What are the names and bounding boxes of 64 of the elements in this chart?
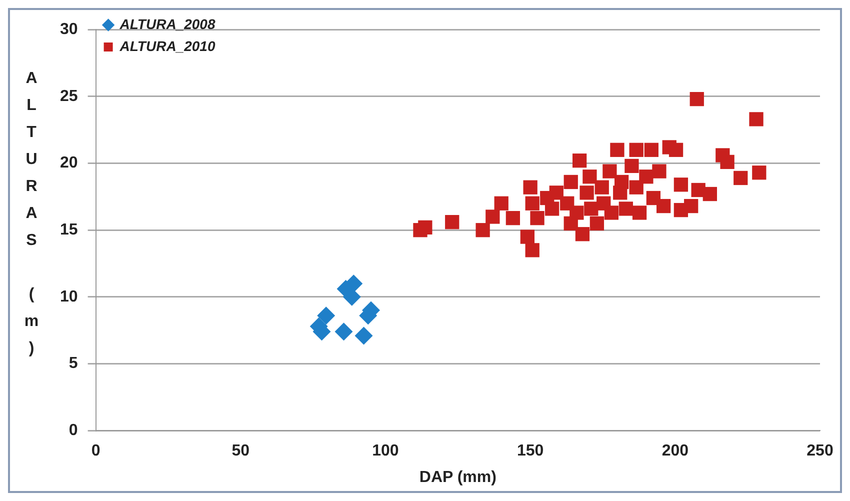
y-axis-title: ALTURAS (m) — [22, 70, 40, 369]
point — [632, 206, 647, 220]
point — [752, 166, 766, 180]
point — [644, 142, 658, 157]
y-tick-label: 0 — [68, 422, 78, 440]
point — [572, 154, 587, 168]
point — [575, 227, 590, 242]
point — [494, 196, 508, 210]
y-tick-label: 10 — [60, 288, 78, 306]
y-tick-label: 30 — [60, 21, 78, 38]
point — [702, 186, 717, 202]
point — [445, 215, 460, 230]
point — [317, 306, 336, 325]
point — [523, 180, 538, 194]
x-tick-label: 250 — [806, 442, 834, 460]
x-tick-label: 100 — [372, 442, 399, 460]
point — [629, 142, 644, 157]
point — [525, 196, 540, 210]
y-tick-label: 25 — [60, 88, 78, 105]
point — [530, 211, 544, 226]
point — [564, 174, 578, 190]
point — [334, 322, 353, 341]
point — [604, 206, 618, 220]
point — [652, 164, 666, 178]
legend-label: ALTURA_2008 — [118, 16, 216, 32]
point — [582, 170, 597, 184]
point — [520, 230, 534, 244]
point — [602, 164, 617, 178]
point — [486, 210, 500, 224]
y-tick-label: 15 — [60, 222, 78, 239]
x-axis-title: DAP (mm) — [419, 468, 496, 486]
point — [584, 202, 598, 216]
point — [544, 202, 560, 216]
point — [684, 198, 698, 214]
point — [354, 326, 373, 345]
point — [506, 211, 520, 226]
x-tick-label: 50 — [232, 442, 250, 460]
point — [549, 186, 564, 200]
point — [580, 186, 594, 200]
point — [639, 170, 654, 184]
point — [614, 174, 629, 190]
y-tick-label: 20 — [60, 154, 78, 172]
point — [674, 178, 688, 192]
legend-label: ALTURA_2010 — [118, 38, 216, 54]
point — [476, 223, 490, 238]
point — [618, 202, 633, 216]
point — [590, 216, 604, 230]
point — [594, 180, 609, 194]
point — [525, 243, 540, 258]
point — [610, 142, 624, 157]
point — [570, 206, 584, 220]
point — [749, 112, 764, 126]
point — [418, 220, 432, 234]
x-tick-label: 200 — [662, 442, 689, 460]
point — [629, 180, 644, 194]
x-tick-label: 150 — [516, 442, 544, 460]
point — [624, 158, 639, 174]
point — [656, 198, 671, 214]
point — [720, 154, 734, 169]
point — [690, 92, 704, 106]
point — [734, 170, 748, 186]
point — [668, 142, 684, 157]
x-tick-label: 0 — [91, 442, 100, 460]
y-tick-label: 5 — [68, 355, 78, 372]
